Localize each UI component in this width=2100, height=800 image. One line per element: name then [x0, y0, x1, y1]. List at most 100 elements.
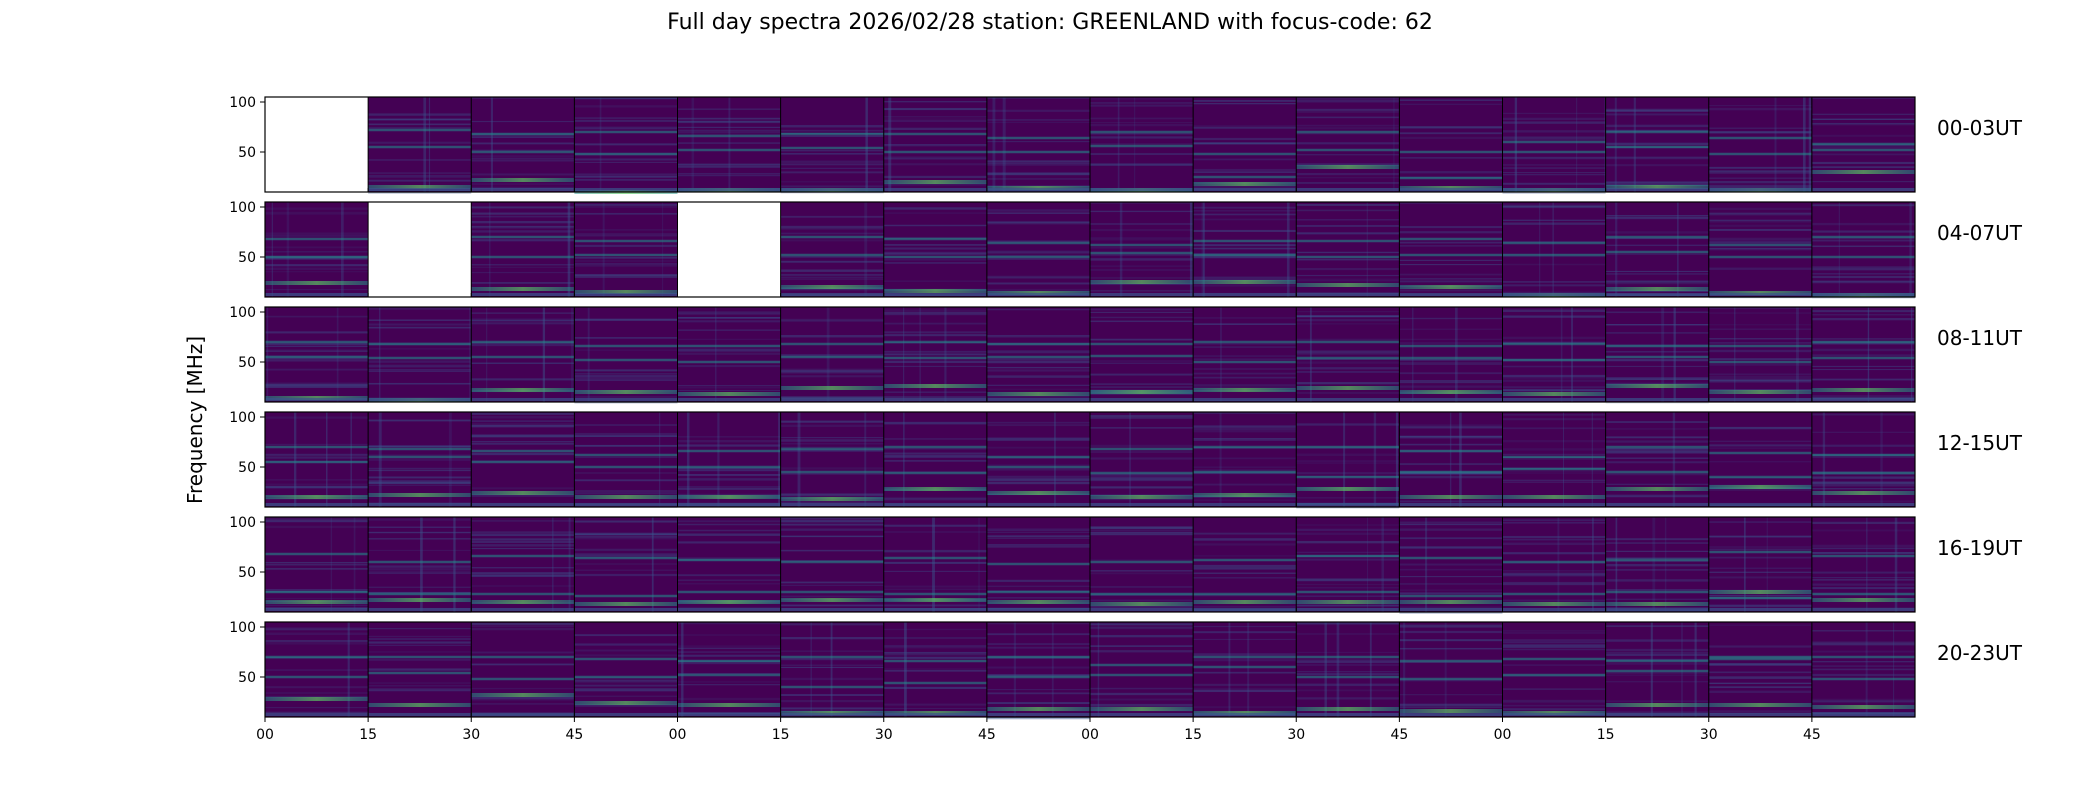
noise-line: [986, 477, 1090, 480]
noise-line: [1502, 256, 1606, 258]
noise-line: [1811, 368, 1915, 371]
low-freq-band: [265, 293, 369, 296]
low-freq-band: [1296, 188, 1400, 191]
noise-line: [1090, 473, 1194, 476]
noise-line: [677, 606, 781, 609]
noise-line: [265, 486, 369, 488]
time-streak: [1309, 307, 1312, 402]
noise-line: [1502, 581, 1606, 584]
spectrum-panel: [677, 412, 781, 507]
noise-line: [986, 335, 1090, 337]
time-streak: [1381, 517, 1384, 612]
noise-line: [780, 449, 884, 452]
noise-line: [1605, 280, 1709, 282]
spectrum-panel: [574, 202, 678, 297]
noise-line: [1090, 570, 1194, 572]
noise-line: [471, 534, 575, 537]
noise-line: [677, 533, 781, 536]
noise-line: [1090, 457, 1194, 460]
emission-band: [368, 455, 472, 459]
noise-line: [1090, 269, 1194, 271]
noise-line: [986, 250, 1090, 252]
emission-band: [1193, 558, 1297, 562]
emission-band: [265, 355, 369, 359]
panel-background: [1708, 307, 1812, 402]
noise-line: [471, 136, 575, 139]
emission-band: [368, 128, 472, 132]
spectrum-panel: [1502, 307, 1606, 402]
emission-band: [574, 390, 678, 394]
emission-band: [780, 560, 884, 564]
noise-line: [1708, 219, 1812, 221]
emission-band: [1502, 253, 1606, 257]
noise-line: [471, 452, 575, 456]
spectrum-panel: [780, 517, 884, 612]
emission-band: [471, 132, 575, 136]
emission-band: [780, 342, 884, 346]
low-freq-band: [471, 188, 575, 191]
noise-line: [265, 711, 369, 713]
noise-line: [574, 569, 678, 571]
noise-line: [1502, 708, 1606, 711]
emission-band: [574, 239, 678, 243]
noise-line: [986, 674, 1090, 676]
time-streak: [1369, 622, 1372, 717]
noise-line: [1502, 641, 1606, 644]
noise-line: [677, 574, 781, 577]
emission-band: [1605, 384, 1709, 388]
noise-line: [1811, 118, 1915, 121]
noise-line: [1605, 625, 1709, 627]
emission-band: [1708, 550, 1812, 554]
noise-line: [1708, 328, 1812, 330]
noise-line: [1811, 144, 1915, 147]
noise-line: [1399, 583, 1503, 585]
spectrum-panel: [265, 622, 369, 717]
noise-line: [986, 258, 1090, 261]
noise-line: [1296, 633, 1400, 635]
noise-line: [1296, 258, 1400, 261]
time-streak: [1652, 517, 1656, 612]
time-streak: [1220, 307, 1222, 402]
noise-line: [780, 443, 884, 445]
noise-line: [574, 688, 678, 691]
panel-background: [1605, 622, 1709, 717]
noise-line: [1090, 478, 1194, 480]
noise-line: [1605, 681, 1709, 683]
noise-line: [265, 517, 369, 520]
emission-band: [1502, 150, 1606, 154]
noise-line: [471, 574, 575, 577]
time-streak: [681, 622, 684, 717]
time-streak: [830, 622, 833, 717]
noise-line: [1090, 692, 1194, 696]
noise-line: [471, 585, 575, 587]
noise-line: [1296, 311, 1400, 313]
emission-band: [1193, 253, 1297, 257]
low-freq-band: [986, 503, 1090, 506]
panel-background: [1399, 412, 1503, 507]
noise-line: [574, 654, 678, 657]
empty-panel: [265, 97, 369, 192]
noise-line: [986, 597, 1090, 599]
spectrum-panel: [1090, 202, 1194, 297]
noise-line: [471, 697, 575, 700]
time-streak: [1743, 517, 1746, 612]
noise-line: [1502, 136, 1606, 139]
noise-line: [1605, 253, 1709, 255]
low-freq-band: [471, 608, 575, 611]
noise-line: [265, 604, 369, 607]
noise-line: [574, 444, 678, 447]
spectrum-panel: [574, 622, 678, 717]
low-freq-band: [1090, 503, 1194, 506]
noise-line: [265, 264, 369, 267]
noise-line: [1399, 703, 1503, 706]
noise-line: [574, 643, 678, 646]
spectrum-panel: [1296, 307, 1400, 402]
noise-line: [1708, 324, 1812, 326]
noise-line: [1708, 181, 1812, 184]
noise-line: [471, 715, 575, 718]
noise-line: [986, 446, 1090, 449]
panel-background: [677, 307, 781, 402]
emission-band: [471, 693, 575, 697]
noise-line: [471, 538, 575, 541]
